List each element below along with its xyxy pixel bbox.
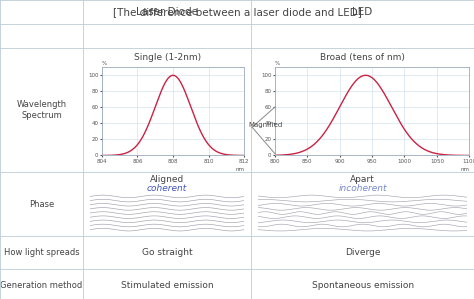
Text: Magnified: Magnified bbox=[249, 122, 283, 128]
Text: nm: nm bbox=[235, 167, 244, 172]
Text: %: % bbox=[102, 60, 107, 65]
Text: Diverge: Diverge bbox=[345, 248, 380, 257]
Text: Laser Diode: Laser Diode bbox=[136, 7, 198, 17]
Text: Single (1-2nm): Single (1-2nm) bbox=[134, 53, 201, 62]
Text: How light spreads: How light spreads bbox=[4, 248, 79, 257]
Text: Generation method: Generation method bbox=[0, 281, 82, 290]
Text: incoherent: incoherent bbox=[338, 184, 387, 193]
Text: Stimulated emission: Stimulated emission bbox=[121, 281, 213, 290]
Text: Broad (tens of nm): Broad (tens of nm) bbox=[320, 53, 405, 62]
Text: Aligned: Aligned bbox=[150, 175, 184, 184]
Text: Apart: Apart bbox=[350, 175, 375, 184]
Text: Phase: Phase bbox=[29, 199, 54, 209]
Text: nm: nm bbox=[460, 167, 469, 172]
Text: Go straight: Go straight bbox=[142, 248, 192, 257]
Text: coherent: coherent bbox=[147, 184, 187, 193]
Text: Wavelength
Spectrum: Wavelength Spectrum bbox=[17, 100, 66, 120]
Text: [The difference between a laser diode and LED]: [The difference between a laser diode an… bbox=[112, 7, 362, 17]
Text: LED: LED bbox=[353, 7, 373, 17]
Text: %: % bbox=[275, 60, 280, 65]
Text: Spontaneous emission: Spontaneous emission bbox=[311, 281, 414, 290]
